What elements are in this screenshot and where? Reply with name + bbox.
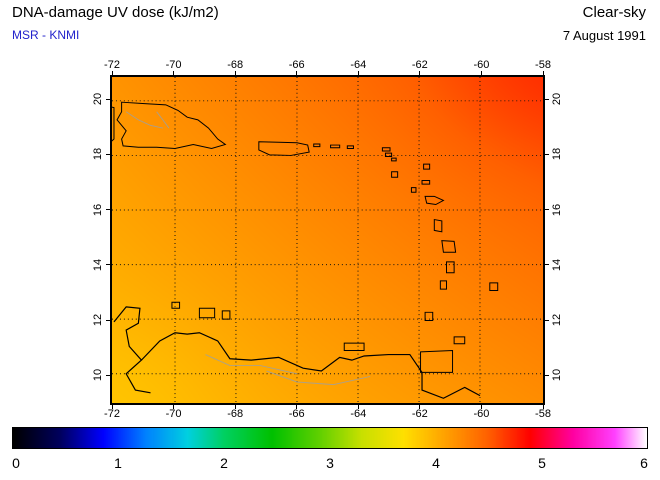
ytick-right-4: 18	[551, 148, 564, 161]
xtick-top-3: -66	[288, 59, 305, 71]
xtick-mark-bottom-5	[419, 405, 421, 409]
colorbar-tick-4: 4	[432, 455, 440, 471]
ytick-left-4: 18	[91, 148, 104, 161]
ytick-right-2: 14	[551, 258, 564, 271]
xtick-mark-top-7	[542, 71, 544, 75]
map-plot-area	[110, 75, 545, 405]
ytick-left-1: 12	[91, 313, 104, 327]
uv-dose-heatmap	[112, 77, 543, 403]
ytick-mark-left-4	[106, 153, 110, 155]
xtick-bottom-0: -72	[104, 408, 120, 420]
xtick-bottom-6: -60	[473, 408, 490, 420]
ytick-right-1: 12	[551, 313, 564, 327]
xtick-top-4: -64	[350, 59, 367, 71]
source-label: MSR - KNMI	[12, 28, 80, 42]
ytick-mark-left-0	[106, 374, 110, 376]
xtick-top-1: -70	[165, 59, 182, 71]
xtick-mark-bottom-0	[111, 405, 113, 409]
ytick-mark-right-0	[545, 374, 549, 376]
colorbar-gradient	[13, 428, 647, 448]
condition-label: Clear-sky	[582, 4, 646, 21]
graticule-grid	[112, 77, 543, 403]
colorbar-tick-2: 2	[220, 455, 228, 471]
ytick-left-3: 16	[91, 203, 104, 216]
xtick-mark-top-0	[111, 71, 113, 75]
colorbar	[12, 427, 648, 449]
xtick-mark-top-2	[234, 71, 236, 75]
colorbar-tick-5: 5	[538, 455, 546, 471]
xtick-top-7: -58	[535, 59, 551, 71]
xtick-bottom-2: -68	[227, 408, 244, 420]
xtick-bottom-3: -66	[288, 408, 305, 420]
xtick-mark-top-4	[357, 71, 359, 75]
coastline-overlay	[112, 101, 499, 399]
colorbar-tick-0: 0	[12, 455, 20, 471]
xtick-mark-top-5	[419, 71, 421, 75]
ytick-right-5: 20	[551, 92, 564, 106]
ytick-mark-left-3	[106, 209, 110, 211]
ytick-mark-right-1	[545, 319, 549, 321]
ytick-mark-right-5	[545, 98, 549, 100]
xtick-mark-bottom-3	[296, 405, 298, 409]
ytick-mark-left-1	[106, 319, 110, 321]
ytick-mark-right-2	[545, 264, 549, 266]
colorbar-tick-6: 6	[640, 455, 648, 471]
xtick-top-5: -62	[411, 59, 428, 71]
xtick-mark-top-6	[480, 71, 482, 75]
xtick-top-6: -60	[473, 59, 490, 71]
ytick-mark-left-2	[106, 264, 110, 266]
xtick-mark-bottom-7	[542, 405, 544, 409]
date-label: 7 August 1991	[562, 28, 646, 43]
ytick-mark-left-5	[106, 98, 110, 100]
xtick-bottom-5: -62	[411, 408, 428, 420]
xtick-bottom-4: -64	[350, 408, 367, 420]
xtick-mark-top-1	[173, 71, 175, 75]
ytick-left-5: 20	[91, 92, 104, 106]
ytick-right-0: 10	[551, 369, 564, 382]
xtick-mark-bottom-4	[357, 405, 359, 409]
ytick-mark-right-3	[545, 209, 549, 211]
ytick-right-3: 16	[551, 203, 564, 216]
xtick-mark-bottom-6	[480, 405, 482, 409]
colorbar-tick-3: 3	[326, 455, 334, 471]
colorbar-tick-1: 1	[114, 455, 122, 471]
xtick-mark-top-3	[296, 71, 298, 75]
xtick-mark-bottom-1	[173, 405, 175, 409]
ytick-left-2: 14	[91, 258, 104, 271]
ytick-mark-right-4	[545, 153, 549, 155]
xtick-bottom-1: -70	[165, 408, 182, 420]
xtick-top-0: -72	[104, 59, 120, 71]
xtick-mark-bottom-2	[234, 405, 236, 409]
xtick-bottom-7: -58	[535, 408, 551, 420]
page-title: DNA-damage UV dose (kJ/m2)	[12, 4, 219, 21]
xtick-top-2: -68	[227, 59, 244, 71]
ytick-left-0: 10	[91, 369, 104, 382]
